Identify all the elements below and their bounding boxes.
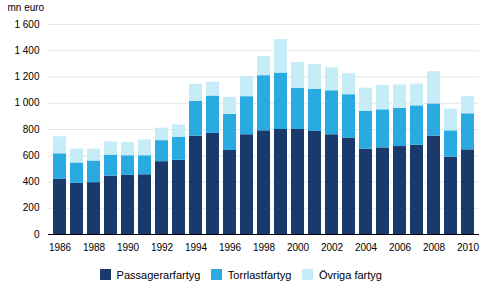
svg-text:1 600: 1 600 <box>14 19 39 30</box>
svg-text:1 000: 1 000 <box>14 97 39 108</box>
svg-text:1988: 1988 <box>83 242 106 253</box>
svg-text:2004: 2004 <box>355 242 378 253</box>
svg-text:2008: 2008 <box>423 242 446 253</box>
svg-text:1986: 1986 <box>49 242 72 253</box>
svg-text:2010: 2010 <box>457 242 480 253</box>
svg-text:mn euro: mn euro <box>8 2 45 13</box>
html-text:Övriga fartyg: Övriga fartyg <box>318 268 382 281</box>
svg-text:2002: 2002 <box>321 242 344 253</box>
svg-text:2000: 2000 <box>287 242 310 253</box>
svg-text:600: 600 <box>23 150 40 161</box>
svg-text:800: 800 <box>23 124 40 135</box>
svg-text:200: 200 <box>23 202 40 213</box>
html-text:Torrlastfartyg: Torrlastfartyg <box>227 268 292 281</box>
svg-text:1 400: 1 400 <box>14 45 39 56</box>
svg-text:1996: 1996 <box>219 242 242 253</box>
svg-text:1998: 1998 <box>253 242 276 253</box>
svg-text:2006: 2006 <box>389 242 412 253</box>
svg-text:1 200: 1 200 <box>14 71 39 82</box>
svg-text:1994: 1994 <box>185 242 208 253</box>
svg-text:400: 400 <box>23 176 40 187</box>
svg-text:0: 0 <box>34 229 40 240</box>
html-text:Passagerarfartyg: Passagerarfartyg <box>116 268 201 281</box>
svg-text:1992: 1992 <box>151 242 174 253</box>
svg-text:1990: 1990 <box>117 242 140 253</box>
